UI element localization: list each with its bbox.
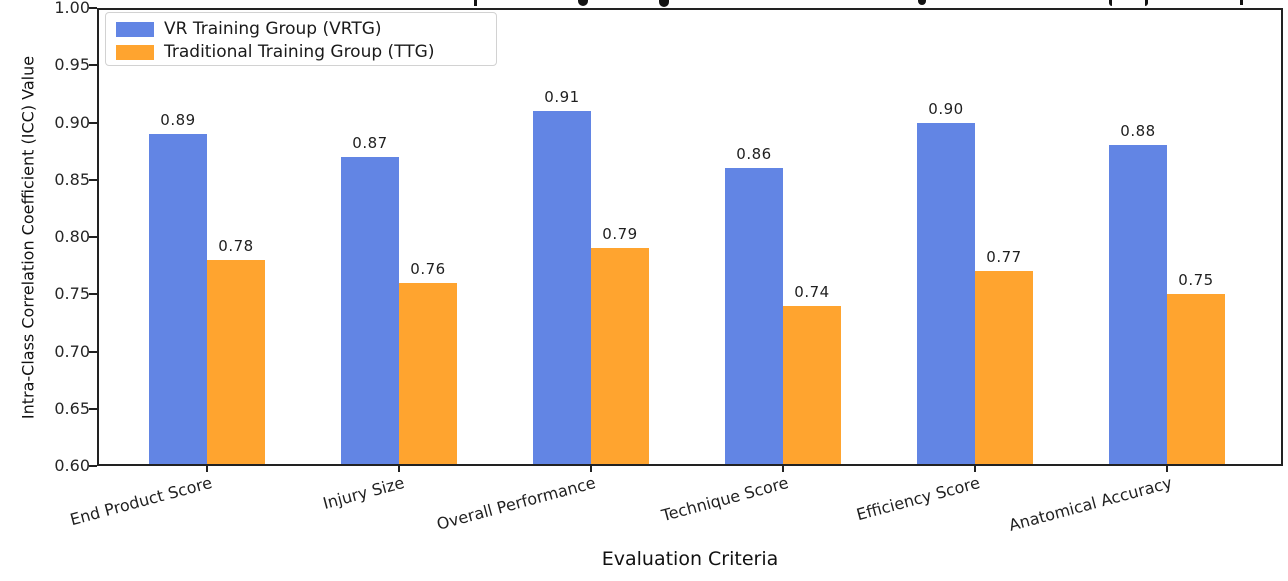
- y-tick-label: 0.85: [54, 169, 90, 189]
- bar-vrtg: [917, 122, 975, 465]
- y-tick-mark: [89, 293, 97, 296]
- bar-value-label: 0.77: [986, 248, 1022, 267]
- bar-value-label: 0.91: [544, 88, 580, 107]
- legend-item-ttg: Traditional Training Group (TTG): [116, 41, 496, 63]
- clipped-title-fragment: [474, 0, 477, 6]
- bar-value-label: 0.75: [1178, 271, 1214, 290]
- x-tick-mark: [974, 466, 976, 472]
- legend: VR Training Group (VRTG) Traditional Tra…: [105, 12, 497, 66]
- plot-area-border: [97, 8, 1283, 466]
- clipped-title-fragment: [1240, 0, 1243, 5]
- bar-ttg: [1167, 294, 1225, 465]
- y-tick-label: 0.65: [54, 398, 90, 418]
- bar-value-label: 0.76: [410, 259, 446, 278]
- bar-value-label: 0.87: [352, 133, 388, 152]
- y-tick-label: 0.75: [54, 284, 90, 304]
- x-tick-label-4: Efficiency Score: [854, 473, 982, 525]
- bar-vrtg: [341, 156, 399, 465]
- x-tick-label-3: Technique Score: [658, 473, 790, 526]
- y-tick-mark: [89, 121, 97, 124]
- bar-vrtg: [533, 111, 591, 465]
- bar-value-label: 0.88: [1120, 122, 1156, 141]
- legend-swatch-ttg: [116, 44, 154, 60]
- x-tick-label-1: Injury Size: [320, 473, 406, 513]
- bar-value-label: 0.78: [218, 236, 254, 255]
- y-tick-mark: [89, 7, 97, 9]
- x-tick-mark: [782, 466, 784, 472]
- clipped-title-fragment: [1109, 0, 1112, 6]
- x-axis-title: Evaluation Criteria: [601, 548, 779, 570]
- y-tick-mark: [89, 407, 97, 410]
- bar-value-label: 0.74: [794, 282, 830, 301]
- y-axis-title: Intra-Class Correlation Coefficient (ICC…: [18, 55, 38, 420]
- clipped-title-fragment: [578, 0, 588, 6]
- bar-value-label: 0.79: [602, 225, 638, 244]
- x-tick-label-0: End Product Score: [67, 473, 214, 530]
- bar-ttg: [591, 248, 649, 465]
- x-tick-mark: [1166, 466, 1168, 472]
- legend-swatch-vrtg: [116, 21, 154, 37]
- y-tick-label: 0.70: [54, 341, 90, 361]
- y-tick-label: 0.90: [54, 112, 90, 132]
- bar-ttg: [783, 305, 841, 465]
- y-tick-mark: [89, 465, 97, 467]
- x-tick-mark: [206, 466, 208, 472]
- bar-ttg: [207, 259, 265, 465]
- x-tick-mark: [398, 466, 400, 472]
- bar-value-label: 0.90: [928, 99, 964, 118]
- y-tick-label: 0.80: [54, 227, 90, 246]
- legend-label-ttg: Traditional Training Group (TTG): [164, 42, 435, 62]
- y-tick-label: 0.60: [54, 456, 90, 475]
- clipped-title-fragment: [918, 0, 926, 5]
- bar-vrtg: [725, 168, 783, 465]
- clipped-title-fragment: [659, 0, 669, 7]
- bar-value-label: 0.89: [160, 110, 196, 129]
- y-tick-label: 1.00: [54, 0, 90, 17]
- clipped-title-fragment: [1145, 0, 1148, 6]
- legend-item-vrtg: VR Training Group (VRTG): [116, 18, 496, 40]
- bar-ttg: [975, 271, 1033, 465]
- x-tick-label-5: Anatomical Accuracy: [1006, 473, 1174, 535]
- bar-vrtg: [149, 133, 207, 465]
- legend-label-vrtg: VR Training Group (VRTG): [164, 19, 382, 39]
- y-tick-mark: [89, 350, 97, 353]
- y-tick-mark: [89, 236, 97, 238]
- bar-vrtg: [1109, 145, 1167, 465]
- y-tick-label: 0.95: [54, 55, 90, 75]
- y-tick-mark: [89, 178, 97, 181]
- y-tick-mark: [89, 64, 97, 67]
- x-tick-label-2: Overall Performance: [434, 473, 598, 534]
- x-tick-mark: [590, 466, 592, 472]
- bar-value-label: 0.86: [736, 145, 772, 164]
- bar-ttg: [399, 282, 457, 465]
